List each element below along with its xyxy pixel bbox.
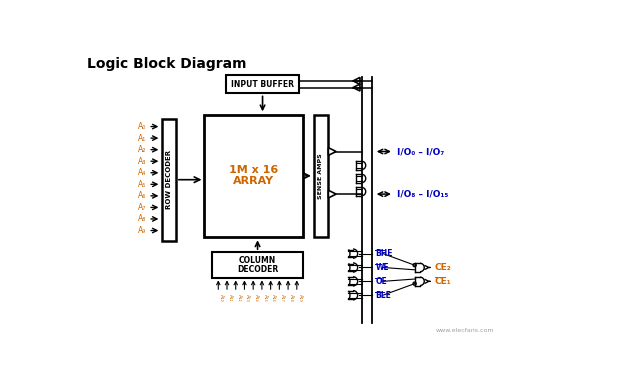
Text: A₉: A₉ <box>138 226 147 235</box>
Polygon shape <box>329 148 336 155</box>
Text: DECODER: DECODER <box>237 265 278 274</box>
Text: A₁₁: A₁₁ <box>228 294 233 301</box>
Bar <box>314 115 327 237</box>
Text: Logic Block Diagram: Logic Block Diagram <box>87 57 247 71</box>
Text: A₁₉: A₁₉ <box>297 294 303 301</box>
Text: A₄: A₄ <box>138 168 147 177</box>
Text: A₁₈: A₁₈ <box>289 294 294 301</box>
Text: A₇: A₇ <box>138 203 147 212</box>
Text: A₈: A₈ <box>138 215 147 224</box>
Text: ROW DECODER: ROW DECODER <box>166 150 172 209</box>
Text: I/O₈ – I/O₁₅: I/O₈ – I/O₁₅ <box>397 190 448 199</box>
Text: BHE: BHE <box>375 249 393 258</box>
Text: COLUMN: COLUMN <box>239 256 276 265</box>
Text: A₃: A₃ <box>138 157 147 166</box>
Text: SENSE AMPS: SENSE AMPS <box>318 153 323 199</box>
Text: CE₂: CE₂ <box>434 263 452 272</box>
Text: WE: WE <box>375 263 389 272</box>
Text: A₀: A₀ <box>138 122 147 131</box>
Text: CE₁: CE₁ <box>434 277 451 286</box>
Text: OE: OE <box>375 277 387 286</box>
Text: A₆: A₆ <box>138 191 147 200</box>
Text: BLE: BLE <box>375 291 391 300</box>
Bar <box>212 252 303 278</box>
Text: A₁₅: A₁₅ <box>262 294 268 301</box>
Polygon shape <box>353 84 360 91</box>
Text: www.elecfans.com: www.elecfans.com <box>436 328 494 333</box>
Text: A₁₂: A₁₂ <box>236 294 241 301</box>
Text: A₁: A₁ <box>138 134 147 142</box>
Text: A₁₃: A₁₃ <box>245 294 250 301</box>
Text: INPUT BUFFER: INPUT BUFFER <box>231 80 294 89</box>
Text: A₁₆: A₁₆ <box>271 294 276 301</box>
Text: A₁₀: A₁₀ <box>219 294 224 301</box>
Text: A₅: A₅ <box>138 180 147 189</box>
Bar <box>226 75 299 93</box>
Polygon shape <box>329 190 336 198</box>
Text: A₁₄: A₁₄ <box>254 294 259 301</box>
Bar <box>204 115 303 237</box>
Bar <box>162 119 176 240</box>
Text: A₁₇: A₁₇ <box>280 294 285 301</box>
Polygon shape <box>353 77 360 84</box>
Text: I/O₀ – I/O₇: I/O₀ – I/O₇ <box>397 147 444 156</box>
Text: A₂: A₂ <box>138 145 147 154</box>
Text: 1M x 16: 1M x 16 <box>229 165 278 176</box>
Text: ARRAY: ARRAY <box>233 176 275 186</box>
